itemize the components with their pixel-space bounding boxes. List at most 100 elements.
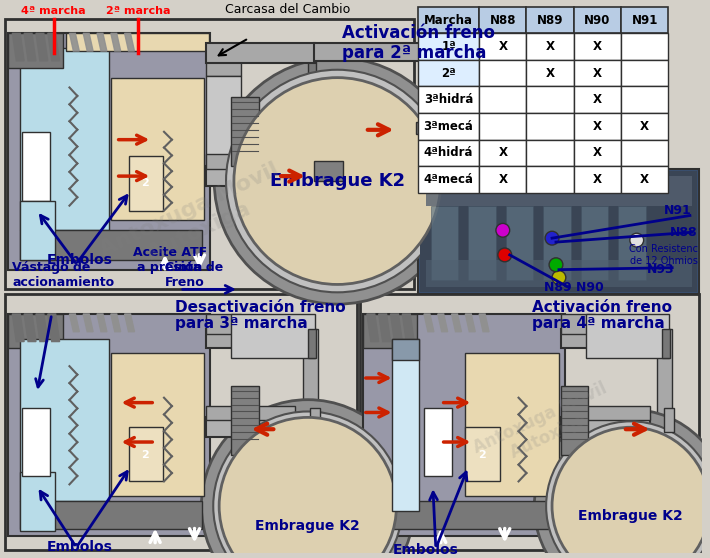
Text: Antoxuga Movil
Autoxiga: Antoxuga Movil Autoxiga	[470, 379, 618, 475]
Text: 4ªhidrá: 4ªhidrá	[424, 146, 474, 160]
Bar	[129, 427, 163, 482]
Bar	[9, 314, 62, 348]
Text: 2: 2	[141, 450, 149, 460]
Bar	[561, 386, 589, 455]
Bar	[231, 97, 258, 166]
Circle shape	[552, 271, 566, 285]
Bar	[621, 140, 668, 166]
Text: para 2ª marcha: para 2ª marcha	[342, 44, 486, 62]
Bar	[418, 86, 479, 113]
Bar	[20, 472, 55, 531]
Text: X: X	[545, 40, 555, 53]
Bar	[9, 33, 62, 68]
Bar	[618, 206, 645, 280]
Circle shape	[535, 410, 710, 558]
Bar	[479, 113, 526, 140]
Bar	[574, 140, 621, 166]
Bar	[574, 86, 621, 113]
Bar	[426, 176, 692, 206]
Bar	[418, 169, 699, 294]
Bar	[465, 427, 500, 482]
Text: N89: N89	[537, 13, 563, 27]
Polygon shape	[24, 314, 36, 341]
Bar	[621, 86, 668, 113]
Text: Cinta de
Freno: Cinta de Freno	[165, 261, 223, 290]
Polygon shape	[438, 314, 447, 331]
Bar	[574, 113, 621, 140]
Polygon shape	[452, 314, 462, 331]
Text: 2: 2	[479, 450, 486, 460]
Text: 1: 1	[32, 437, 40, 447]
Bar	[375, 501, 557, 528]
Text: para 4ª marcha: para 4ª marcha	[532, 316, 665, 331]
Circle shape	[630, 233, 644, 247]
Bar	[465, 353, 559, 496]
Bar	[418, 113, 479, 140]
Bar	[561, 406, 650, 420]
Text: N93: N93	[647, 263, 674, 276]
Bar	[479, 33, 526, 60]
Text: N91: N91	[631, 13, 657, 27]
Text: X: X	[640, 173, 649, 186]
Bar	[360, 294, 699, 550]
Bar	[207, 406, 295, 420]
Text: X: X	[593, 93, 602, 106]
Text: X: X	[593, 67, 602, 80]
Polygon shape	[465, 314, 475, 331]
Bar	[526, 86, 574, 113]
Bar	[207, 417, 295, 437]
Bar	[111, 353, 204, 496]
Bar	[20, 201, 55, 260]
Text: 2: 2	[141, 178, 149, 188]
Circle shape	[213, 411, 403, 558]
Text: N90: N90	[584, 13, 611, 27]
Text: X: X	[640, 120, 649, 133]
Text: Antoxuga Movil
Autoxiga: Antoxuga Movil Autoxiga	[97, 160, 292, 281]
Bar	[207, 329, 315, 348]
Bar	[621, 166, 668, 193]
Polygon shape	[36, 314, 48, 341]
Bar	[574, 7, 621, 33]
Polygon shape	[111, 314, 121, 331]
Polygon shape	[125, 33, 134, 51]
Bar	[621, 7, 668, 33]
Polygon shape	[12, 33, 24, 61]
Text: 2ª marcha: 2ª marcha	[106, 6, 170, 16]
Circle shape	[226, 70, 449, 292]
Circle shape	[202, 400, 414, 558]
Bar	[20, 339, 109, 501]
Circle shape	[214, 58, 461, 304]
Circle shape	[545, 231, 559, 245]
Bar	[621, 33, 668, 60]
Bar	[20, 230, 202, 260]
Bar	[574, 33, 621, 60]
Bar	[506, 206, 533, 280]
Polygon shape	[70, 33, 80, 51]
Text: N91: N91	[664, 204, 692, 217]
Bar	[207, 76, 241, 169]
Polygon shape	[83, 33, 93, 51]
Bar	[9, 33, 210, 270]
Bar	[426, 260, 692, 287]
Text: X: X	[498, 146, 507, 160]
Circle shape	[234, 78, 441, 285]
Text: N88: N88	[489, 13, 516, 27]
Polygon shape	[367, 314, 378, 341]
Polygon shape	[391, 314, 403, 341]
Bar	[308, 43, 316, 73]
Bar	[469, 206, 496, 280]
Text: para 3ª marcha: para 3ª marcha	[175, 316, 307, 331]
Bar	[418, 166, 479, 193]
Bar	[391, 339, 419, 360]
Bar	[424, 407, 452, 477]
Bar	[363, 314, 565, 536]
Bar	[207, 155, 305, 169]
Circle shape	[552, 427, 709, 558]
Text: Activación freno: Activación freno	[342, 25, 496, 42]
Circle shape	[498, 248, 512, 262]
Text: 3ªmecá: 3ªmecá	[424, 120, 474, 133]
Bar	[22, 132, 50, 201]
Bar	[581, 206, 608, 280]
Text: X: X	[593, 173, 602, 186]
Bar	[20, 501, 202, 528]
